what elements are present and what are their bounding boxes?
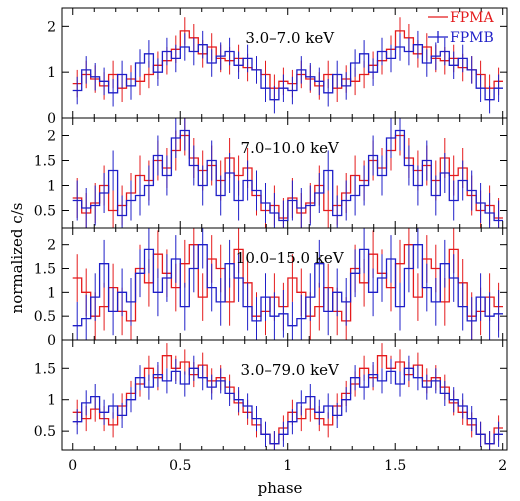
x-axis-label: phase xyxy=(258,479,303,497)
legend-fpma-label: FPMA xyxy=(450,10,494,26)
y-tick-label: 1.5 xyxy=(34,262,56,278)
series-fpmb-steps xyxy=(72,129,503,222)
x-tick-label: 2 xyxy=(498,458,507,474)
y-tick-label: 1 xyxy=(47,285,56,301)
panel-1: 0 1 2 3.0–7.0 keV xyxy=(47,7,508,127)
plot-area xyxy=(72,228,503,340)
y-tick-label: 0.5 xyxy=(34,204,56,220)
panel-energy-label: 10.0–15.0 keV xyxy=(236,249,345,267)
plot-area xyxy=(72,118,503,228)
y-tick-label: 1.5 xyxy=(34,154,56,170)
y-tick-label: 0 xyxy=(47,333,56,349)
y-tick-label: 0.5 xyxy=(34,309,56,325)
y-tick-label: 1 xyxy=(47,393,56,409)
y-tick-label: 2 xyxy=(47,129,56,145)
panel-3: 0 0.5 1 1.5 2 10.0–15.0 keV xyxy=(34,227,508,349)
x-tick-label: 1.5 xyxy=(384,458,406,474)
y-tick-label: 1.5 xyxy=(34,361,56,377)
panels: 0 1 2 3.0–7.0 keV 0.5 1 1.5 2 7.0–10.0 keV 0 0.5 1 1… xyxy=(34,7,508,474)
y-tick-label: 0 xyxy=(47,111,56,127)
panel-energy-label: 7.0–10.0 keV xyxy=(241,139,340,157)
series-fpmb-steps xyxy=(72,244,503,327)
panel-energy-label: 3.0–79.0 keV xyxy=(241,361,340,379)
legend-fpmb-label: FPMB xyxy=(450,30,494,46)
y-tick-label: 1 xyxy=(47,65,56,81)
y-tick-label: 1 xyxy=(47,179,56,195)
panel-energy-label: 3.0–7.0 keV xyxy=(245,29,335,47)
x-tick-label: 1 xyxy=(283,458,292,474)
y-tick-label: 2 xyxy=(47,19,56,35)
y-tick-label: 0.5 xyxy=(34,424,56,440)
series-fpma-steps xyxy=(72,244,503,322)
x-tick-label: 0.5 xyxy=(169,458,191,474)
legend: FPMA FPMB xyxy=(428,10,494,46)
y-axis-label: normalized c/s xyxy=(8,203,26,314)
panel-frame xyxy=(61,339,508,451)
plot-area xyxy=(72,343,503,450)
x-tick-label: 0 xyxy=(68,458,77,474)
plot-area xyxy=(72,17,503,114)
panel-4: 0.5 1 1.5 3.0–79.0 keV xyxy=(34,339,508,451)
y-tick-label: 2 xyxy=(47,238,56,254)
panel-2: 0.5 1 1.5 2 7.0–10.0 keV xyxy=(34,117,508,229)
series-fpmb-steps xyxy=(72,367,503,445)
series-fpma-steps xyxy=(72,30,503,89)
series-fpmb-steps xyxy=(72,44,503,101)
panel-frame xyxy=(61,7,508,119)
